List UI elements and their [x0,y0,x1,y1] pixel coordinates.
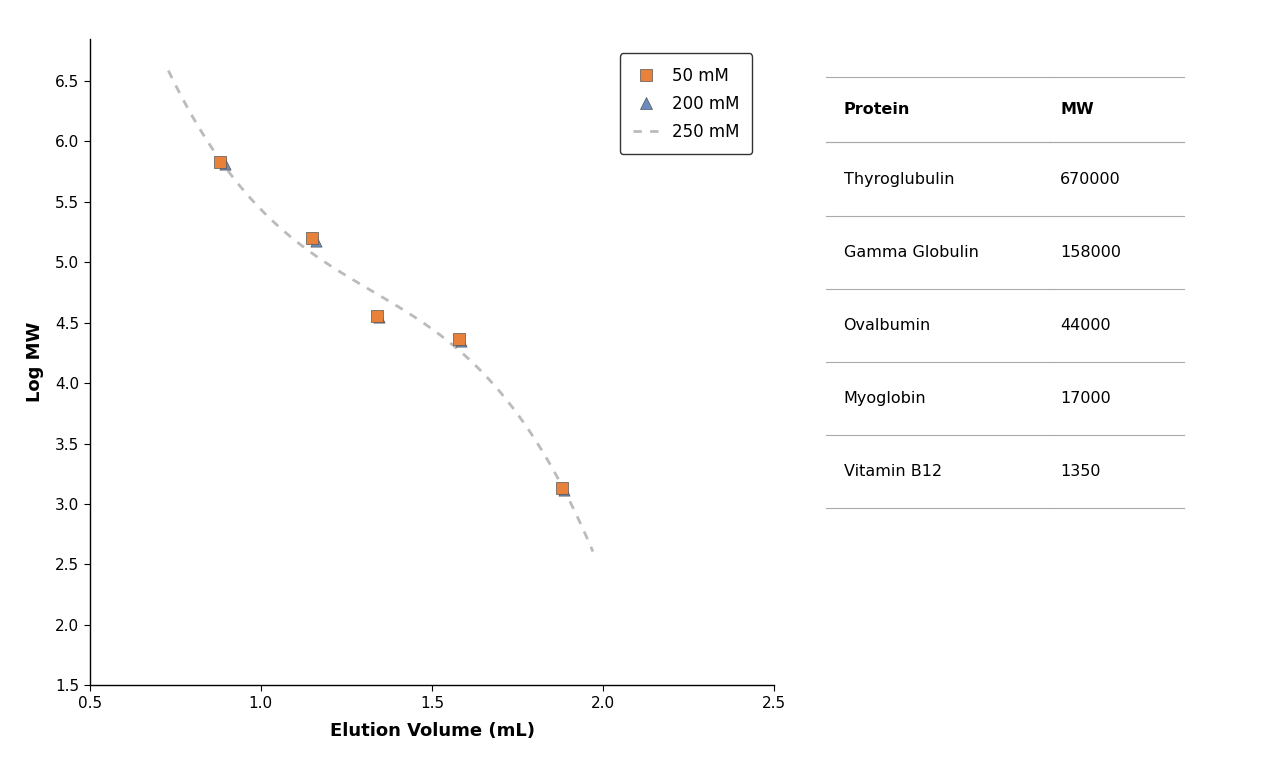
X-axis label: Elution Volume (mL): Elution Volume (mL) [329,721,535,740]
Point [369,311,389,323]
Point [553,484,573,497]
Text: Thyroglubulin: Thyroglubulin [844,172,954,186]
Point [367,310,388,322]
Text: Ovalbumin: Ovalbumin [844,318,931,333]
Text: Vitamin B12: Vitamin B12 [844,464,942,479]
Point [215,159,236,171]
Point [451,335,471,347]
Y-axis label: Log MW: Log MW [26,322,44,402]
Text: 158000: 158000 [1060,245,1121,259]
Text: 17000: 17000 [1060,391,1111,406]
Text: Protein: Protein [844,102,910,117]
Point [210,156,230,169]
Text: 670000: 670000 [1060,172,1121,186]
Text: MW: MW [1060,102,1094,117]
Point [306,234,326,246]
Text: Gamma Globulin: Gamma Globulin [844,245,978,259]
Legend: 50 mM, 200 mM, 250 mM: 50 mM, 200 mM, 250 mM [620,53,753,154]
Point [552,482,572,494]
Point [302,232,323,244]
Text: 1350: 1350 [1060,464,1101,479]
Point [449,333,470,346]
Text: Myoglobin: Myoglobin [844,391,927,406]
Text: 44000: 44000 [1060,318,1111,333]
